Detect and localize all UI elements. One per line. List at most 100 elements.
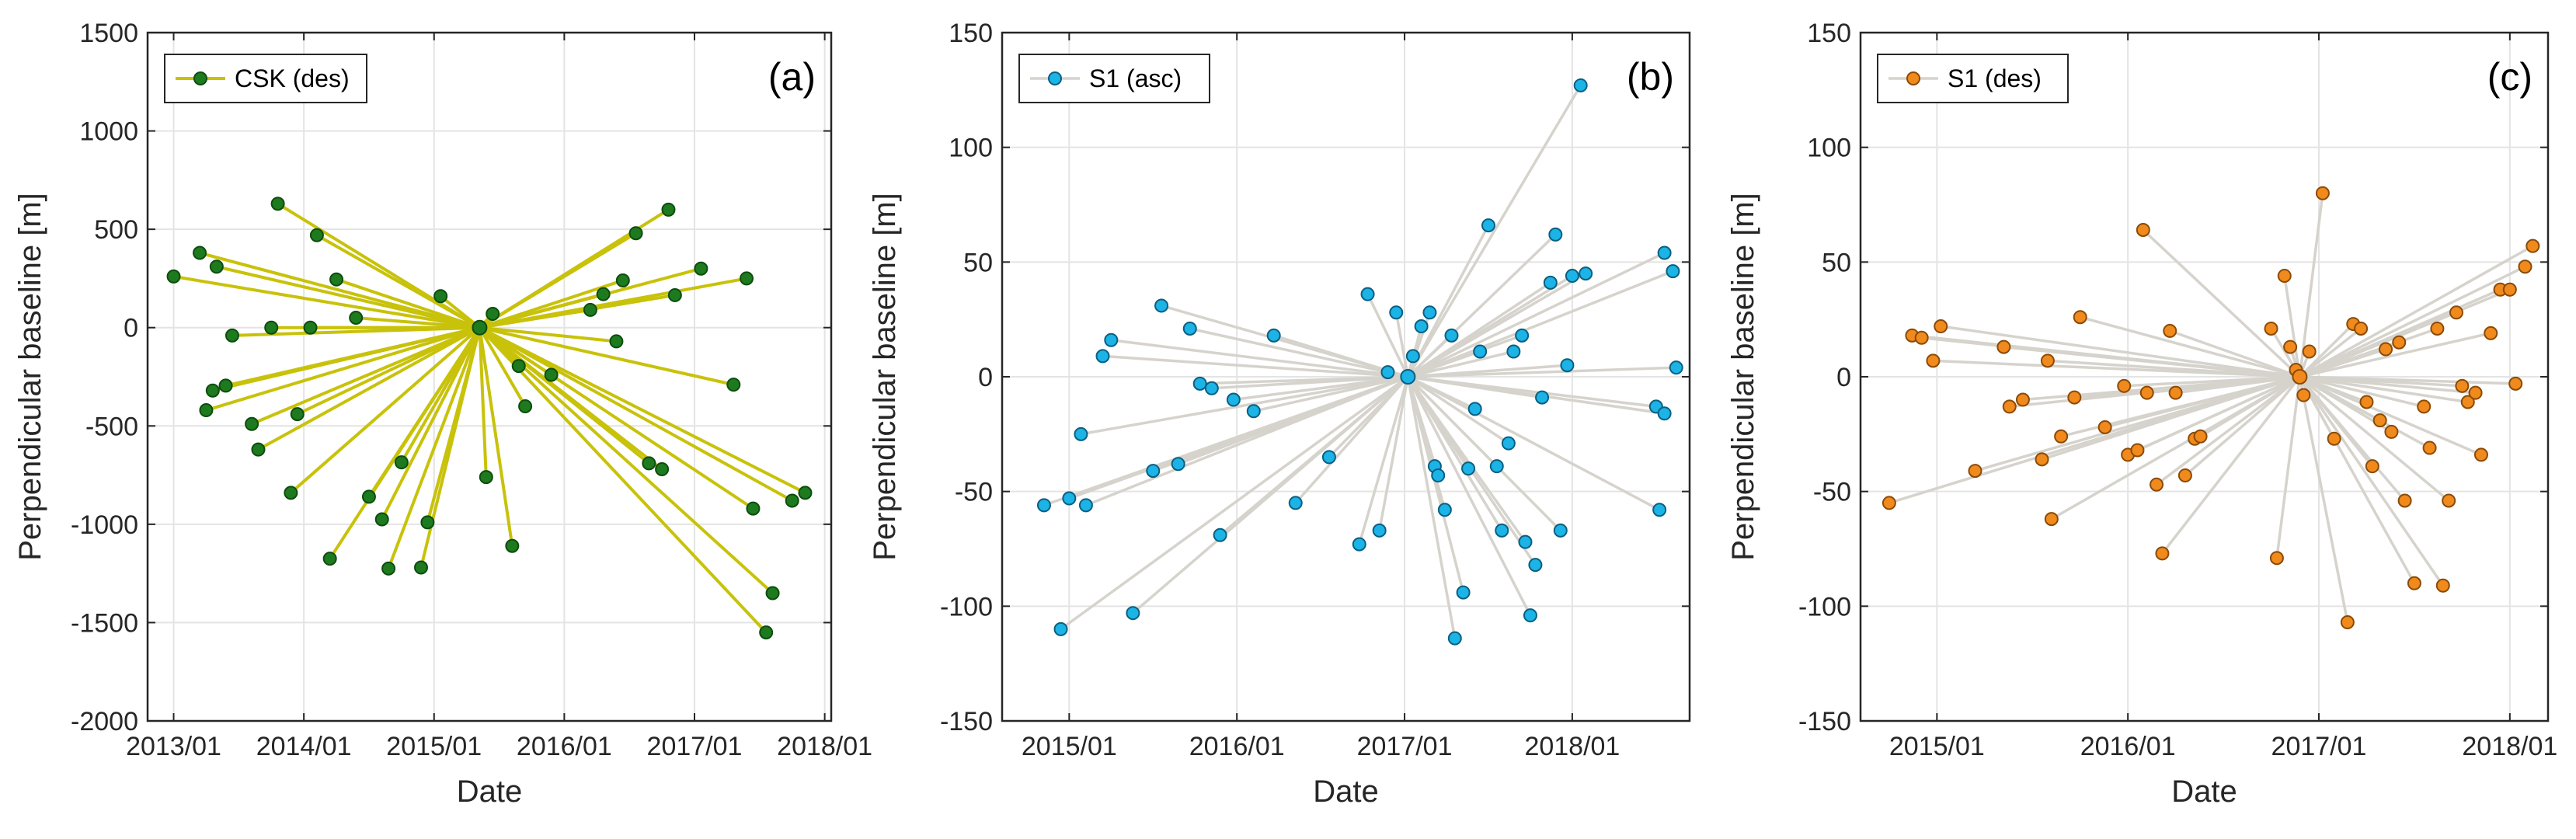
- x-tick-label: 2016/01: [1189, 732, 1285, 761]
- baseline-connection-line: [2169, 329, 2300, 378]
- acquisition-point: [414, 560, 428, 575]
- acquisition-point: [1380, 365, 1395, 380]
- baseline-connection-line: [1294, 375, 1409, 504]
- acquisition-point: [2044, 512, 2059, 527]
- baseline-connection-line: [2299, 375, 2516, 385]
- baseline-connection-line: [2283, 275, 2302, 378]
- baseline-connection-line: [1253, 375, 1408, 413]
- acquisition-point: [511, 359, 526, 374]
- baseline-connection-line: [1941, 325, 2300, 378]
- acquisition-point: [1437, 503, 1452, 517]
- acquisition-point: [2073, 310, 2087, 325]
- baseline-connection-line: [2003, 345, 2300, 378]
- acquisition-point: [785, 493, 799, 508]
- acquisition-point: [2177, 468, 2192, 482]
- baseline-connection-line: [1406, 376, 1532, 616]
- baseline-connection-line: [2047, 359, 2300, 378]
- x-axis-label: Date: [457, 775, 523, 809]
- acquisition-point: [1669, 360, 1683, 375]
- acquisition-point: [642, 456, 656, 471]
- baseline-connection-line: [205, 326, 481, 412]
- baseline-connection-line: [1102, 354, 1408, 378]
- acquisition-point: [290, 407, 305, 422]
- acquisition-point: [381, 561, 396, 576]
- acquisition-point: [1882, 496, 1896, 510]
- acquisition-point: [544, 367, 559, 382]
- acquisition-point: [740, 271, 754, 286]
- y-tick-label: 150: [949, 19, 993, 48]
- baseline-connection-line: [479, 326, 806, 495]
- acquisition-point: [2359, 395, 2374, 409]
- acquisition-point: [1414, 319, 1429, 334]
- acquisition-point: [655, 461, 670, 476]
- baseline-connection-line: [2298, 376, 2416, 584]
- acquisition-point: [2379, 342, 2393, 357]
- acquisition-point: [2372, 413, 2387, 428]
- acquisition-point: [2136, 222, 2150, 237]
- acquisition-point: [759, 625, 774, 640]
- baseline-connection-line: [1406, 376, 1503, 531]
- acquisition-point: [1074, 426, 1088, 441]
- acquisition-point: [1914, 330, 1929, 345]
- acquisition-point: [2269, 551, 2284, 566]
- acquisition-point: [199, 403, 214, 418]
- acquisition-point: [1036, 498, 1051, 513]
- baseline-connection-line: [356, 316, 480, 329]
- acquisition-point: [1543, 275, 1558, 290]
- acquisition-point: [1518, 534, 1533, 549]
- acquisition-point: [303, 320, 318, 335]
- acquisition-point: [765, 586, 780, 601]
- baseline-connection-line: [1060, 375, 1409, 631]
- master-acquisition-point: [472, 319, 488, 336]
- baseline-connection-line: [2080, 315, 2300, 378]
- legend: S1 (des): [1877, 54, 2069, 103]
- acquisition-point: [2468, 385, 2483, 400]
- acquisition-point: [2155, 546, 2170, 561]
- baseline-connection-line: [1233, 375, 1408, 402]
- master-acquisition-point: [1400, 369, 1416, 385]
- x-tick-label: 2017/01: [1357, 732, 1453, 761]
- baseline-connection-line: [1358, 376, 1410, 545]
- acquisition-point: [264, 320, 279, 335]
- acquisition-point: [2397, 493, 2412, 508]
- acquisition-point: [1372, 523, 1387, 538]
- baseline-connection-line: [479, 326, 774, 594]
- acquisition-point: [726, 378, 741, 392]
- x-tick-label: 2015/01: [1889, 732, 1985, 761]
- acquisition-point: [2054, 429, 2069, 444]
- acquisition-point: [1246, 404, 1261, 419]
- acquisition-point: [2163, 323, 2177, 338]
- acquisition-point: [420, 515, 435, 530]
- acquisition-point: [2302, 344, 2317, 359]
- baseline-connection-line: [2142, 228, 2301, 378]
- baseline-connection-line: [1377, 376, 1410, 531]
- baseline-connection-line: [1407, 270, 1674, 378]
- baseline-connection-line: [173, 274, 480, 329]
- baseline-connection-line: [1408, 366, 1676, 378]
- y-tick-label: -50: [1813, 478, 1851, 507]
- acquisition-point: [166, 269, 181, 284]
- baseline-connection-line: [479, 326, 793, 503]
- baseline-connection-line: [2299, 332, 2491, 378]
- acquisition-point: [1192, 376, 1207, 391]
- acquisition-point: [1456, 585, 1471, 600]
- legend-marker-swatch: [193, 71, 207, 85]
- acquisition-point: [1104, 332, 1119, 347]
- legend-label: CSK (des): [235, 64, 350, 92]
- x-tick-label: 2018/01: [1524, 732, 1620, 761]
- baseline-connection-line: [478, 326, 527, 407]
- acquisition-point: [1422, 305, 1437, 320]
- acquisition-point: [2384, 424, 2399, 439]
- acquisition-point: [1560, 358, 1575, 373]
- acquisition-point: [2365, 459, 2379, 474]
- acquisition-point: [2130, 443, 2145, 458]
- acquisition-point: [1154, 298, 1169, 313]
- acquisition-point: [2040, 353, 2055, 368]
- baseline-connection-line: [1407, 272, 1587, 378]
- acquisition-point: [486, 306, 500, 321]
- baseline-connection-line: [1189, 327, 1408, 378]
- y-axis-label: Perpendicular baseline [m]: [1726, 193, 1760, 561]
- x-tick-label: 2015/01: [386, 732, 482, 761]
- acquisition-point: [596, 287, 611, 301]
